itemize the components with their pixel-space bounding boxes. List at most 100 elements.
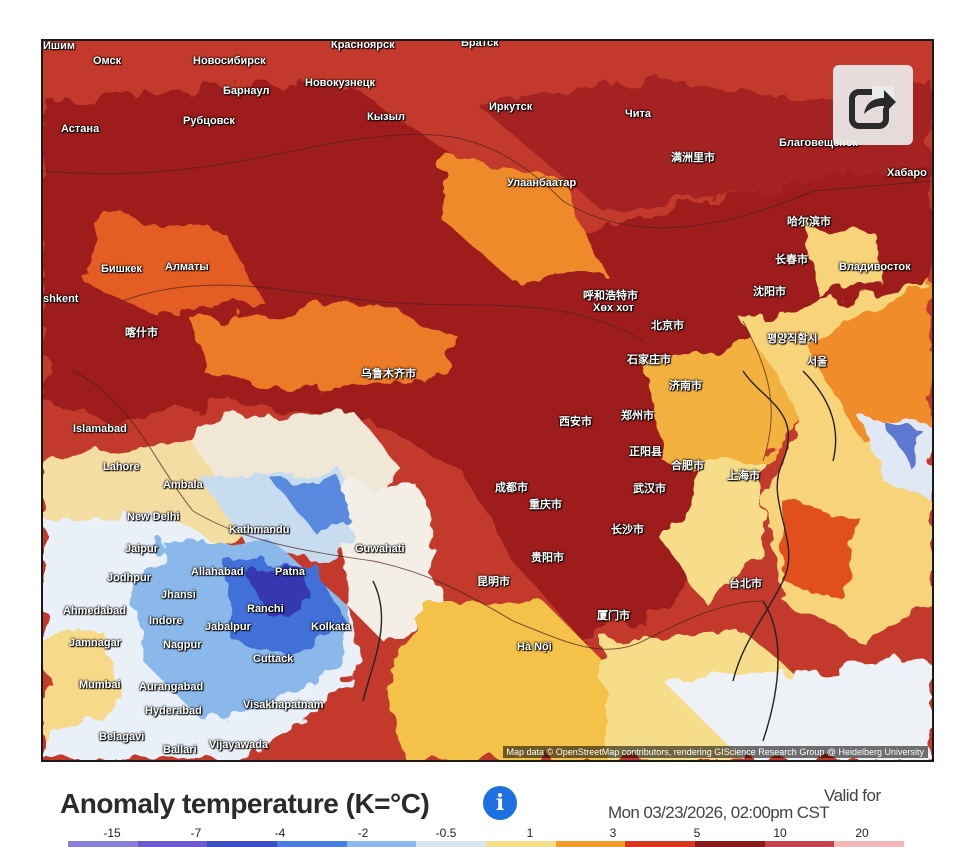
city-label: 乌鲁木齐市 — [361, 368, 416, 380]
city-label: Lahore — [103, 461, 140, 473]
city-label: 合肥市 — [671, 460, 704, 472]
scale-tick: 10 — [773, 826, 787, 840]
city-label: 长春市 — [775, 254, 808, 266]
city-label: 石家庄市 — [627, 354, 671, 366]
city-label: 贵阳市 — [531, 552, 564, 564]
scale-color-segment — [68, 841, 138, 847]
city-label: Ambala — [163, 479, 203, 491]
scale-tick: -4 — [274, 826, 286, 840]
scale-tick: 3 — [609, 826, 617, 840]
city-label: shkent — [43, 293, 79, 305]
city-label: Jamnagar — [69, 637, 121, 649]
city-label: Islamabad — [73, 423, 127, 435]
city-label: Хөх хот — [593, 302, 634, 314]
city-label: Guwahati — [355, 543, 405, 555]
map-attribution[interactable]: Map data © OpenStreetMap contributors, r… — [502, 746, 928, 758]
city-label: Jhansi — [161, 589, 196, 601]
city-label: 北京市 — [651, 320, 684, 332]
city-label: Jabalpur — [205, 621, 251, 633]
city-label: Барнаул — [223, 85, 270, 97]
share-arrow-icon — [849, 86, 896, 129]
city-label: 喀什市 — [125, 327, 158, 339]
temperature-anomaly-map[interactable]: Ишим Омск Новосибирск Красноярск Братск … — [41, 39, 934, 762]
city-label: Indore — [149, 615, 183, 627]
city-label: 成都市 — [495, 482, 528, 494]
city-label: 서울 — [807, 356, 828, 368]
scale-color-segment — [834, 841, 905, 847]
city-label: 长沙市 — [611, 524, 644, 536]
scale-tick: 20 — [855, 826, 869, 840]
city-label: Patna — [275, 566, 305, 578]
city-label: Kolkata — [311, 621, 351, 633]
city-label: Visakhapatnam — [243, 699, 324, 711]
scale-tick: -0.5 — [435, 826, 457, 840]
city-label: Ballari — [163, 744, 197, 756]
city-label: 昆明市 — [477, 576, 510, 588]
scale-tick: 1 — [526, 826, 534, 840]
scale-color-segment — [416, 841, 487, 847]
share-button[interactable] — [833, 65, 913, 145]
city-label: 武汉市 — [633, 483, 666, 495]
city-label: Ranchi — [247, 603, 284, 615]
city-label: Чита — [625, 108, 651, 120]
legend-title: Anomaly temperature (K=°C) — [60, 788, 430, 819]
city-label: Красноярск — [331, 39, 395, 51]
city-label: Hyderabad — [145, 705, 202, 717]
city-label: 西安市 — [559, 416, 592, 428]
city-label: Улаанбаатар — [507, 177, 577, 189]
city-label: Ишим — [43, 40, 75, 52]
scale-color-segment — [486, 841, 556, 847]
city-label: Астана — [61, 123, 100, 135]
scale-color-segment — [137, 841, 208, 847]
info-icon[interactable]: i — [483, 786, 517, 820]
city-label: 沈阳市 — [753, 286, 786, 298]
city-label: Новокузнецк — [305, 77, 375, 89]
scale-color-segment — [695, 841, 765, 847]
city-label: Vijayawada — [209, 739, 269, 751]
city-label: New Delhi — [127, 511, 180, 523]
city-label: 哈尔滨市 — [787, 216, 831, 228]
scale-color-segment — [346, 841, 417, 847]
city-label: Jaipur — [125, 543, 159, 555]
city-label: Омск — [93, 55, 122, 67]
city-label: Новосибирск — [193, 55, 266, 67]
city-label: 济南市 — [669, 380, 702, 392]
scale-color-segment — [207, 841, 278, 847]
scale-color-segment — [625, 841, 696, 847]
city-label: 평양직할시 — [767, 333, 818, 345]
city-label: 呼和浩特市 — [583, 290, 638, 302]
valid-date: Mon 03/23/2026, 02:00pm CST — [608, 803, 830, 822]
city-label: 正阳县 — [629, 446, 662, 458]
city-label: Кызыл — [367, 111, 405, 123]
city-label: 上海市 — [727, 470, 760, 482]
scale-color-segment — [277, 841, 347, 847]
anomaly-heatmap — [43, 41, 932, 760]
valid-for-label: Valid for — [824, 786, 881, 805]
color-scale-ticks: -15 -7 -4 -2 -0.5 1 3 5 10 20 — [0, 826, 974, 840]
city-label: Рубцовск — [183, 115, 235, 127]
city-label: Jodhpur — [107, 572, 151, 584]
scale-tick: 5 — [693, 826, 701, 840]
scale-tick: -2 — [357, 826, 369, 840]
city-label: Cuttack — [253, 653, 294, 665]
city-label: 满洲里市 — [671, 152, 715, 164]
city-label: Владивосток — [839, 261, 911, 273]
scale-color-segment — [764, 841, 835, 847]
city-label: Mumbai — [79, 679, 121, 691]
city-label: Nagpur — [163, 639, 202, 651]
city-label: Алматы — [165, 261, 209, 273]
city-label: Братск — [461, 39, 499, 49]
city-label: Бишкек — [101, 263, 142, 275]
city-label: 厦门市 — [597, 610, 630, 622]
city-label: Allahabad — [191, 566, 244, 578]
city-label: Aurangabad — [139, 681, 204, 693]
scale-tick: -15 — [103, 826, 121, 840]
city-label: Иркутск — [489, 101, 533, 113]
scale-tick: -7 — [190, 826, 202, 840]
city-label: 重庆市 — [529, 499, 562, 511]
city-label: Hà Nội — [517, 641, 552, 653]
scale-color-segment — [555, 841, 626, 847]
color-scale-bar — [68, 841, 905, 847]
city-label: Ahmedabad — [63, 605, 126, 617]
city-label: 台北市 — [729, 578, 762, 590]
